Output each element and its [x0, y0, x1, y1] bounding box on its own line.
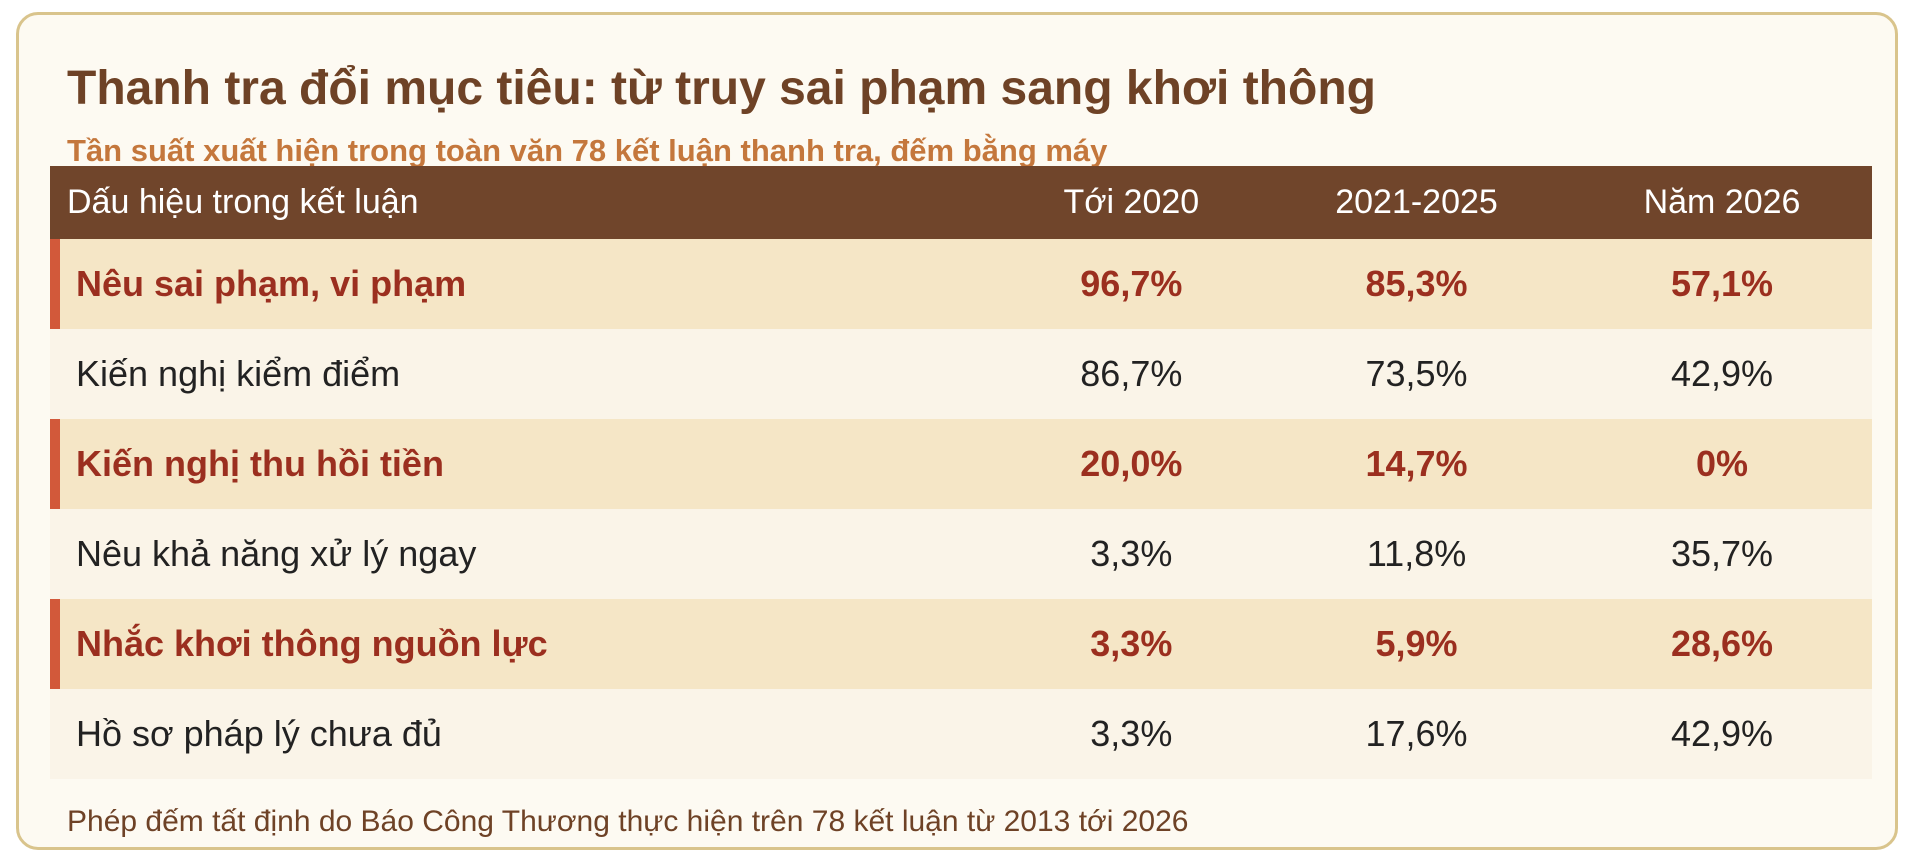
row-label: Nhắc khơi thông nguồn lực	[50, 599, 1002, 689]
cell: 17,6%	[1261, 689, 1572, 779]
data-table: Dấu hiệu trong kết luận Tới 2020 2021-2025…	[50, 166, 1872, 779]
table-row: Kiến nghị kiểm điểm 86,7% 73,5% 42,9%	[50, 329, 1872, 419]
column-header: Tới 2020	[1001, 166, 1262, 239]
row-label: Kiến nghị thu hồi tiền	[50, 419, 1002, 509]
column-header: Dấu hiệu trong kết luận	[50, 166, 1002, 239]
footnote: Phép đếm tất định do Báo Công Thương thự…	[67, 805, 1189, 838]
cell: 42,9%	[1572, 329, 1872, 419]
table-row: Hồ sơ pháp lý chưa đủ 3,3% 17,6% 42,9%	[50, 689, 1872, 779]
cell: 28,6%	[1572, 599, 1872, 689]
row-label: Nêu khả năng xử lý ngay	[50, 509, 1002, 599]
title: Thanh tra đổi mục tiêu: từ truy sai phạm…	[67, 62, 1376, 115]
card: Thanh tra đổi mục tiêu: từ truy sai phạm…	[16, 12, 1898, 850]
table-row: Kiến nghị thu hồi tiền 20,0% 14,7% 0%	[50, 419, 1872, 509]
cell: 3,3%	[1001, 689, 1262, 779]
subtitle: Tần suất xuất hiện trong toàn văn 78 kết…	[67, 133, 1108, 168]
cell: 0%	[1572, 419, 1872, 509]
cell: 3,3%	[1001, 509, 1262, 599]
cell: 14,7%	[1261, 419, 1572, 509]
cell: 35,7%	[1572, 509, 1872, 599]
row-label: Kiến nghị kiểm điểm	[50, 329, 1002, 419]
cell: 42,9%	[1572, 689, 1872, 779]
cell: 86,7%	[1001, 329, 1262, 419]
cell: 57,1%	[1572, 239, 1872, 329]
cell: 20,0%	[1001, 419, 1262, 509]
cell: 73,5%	[1261, 329, 1572, 419]
table-row: Nêu sai phạm, vi phạm 96,7% 85,3% 57,1%	[50, 239, 1872, 329]
header-row: Dấu hiệu trong kết luận Tới 2020 2021-2025…	[50, 166, 1872, 239]
table-row: Nêu khả năng xử lý ngay 3,3% 11,8% 35,7%	[50, 509, 1872, 599]
row-label: Hồ sơ pháp lý chưa đủ	[50, 689, 1002, 779]
column-header: 2021-2025	[1261, 166, 1572, 239]
column-header: Năm 2026	[1572, 166, 1872, 239]
cell: 3,3%	[1001, 599, 1262, 689]
row-label: Nêu sai phạm, vi phạm	[50, 239, 1002, 329]
cell: 96,7%	[1001, 239, 1262, 329]
cell: 5,9%	[1261, 599, 1572, 689]
cell: 11,8%	[1261, 509, 1572, 599]
table-body: Nêu sai phạm, vi phạm 96,7% 85,3% 57,1% Kiến…	[50, 239, 1872, 779]
cell: 85,3%	[1261, 239, 1572, 329]
table-row: Nhắc khơi thông nguồn lực 3,3% 5,9% 28,6%	[50, 599, 1872, 689]
